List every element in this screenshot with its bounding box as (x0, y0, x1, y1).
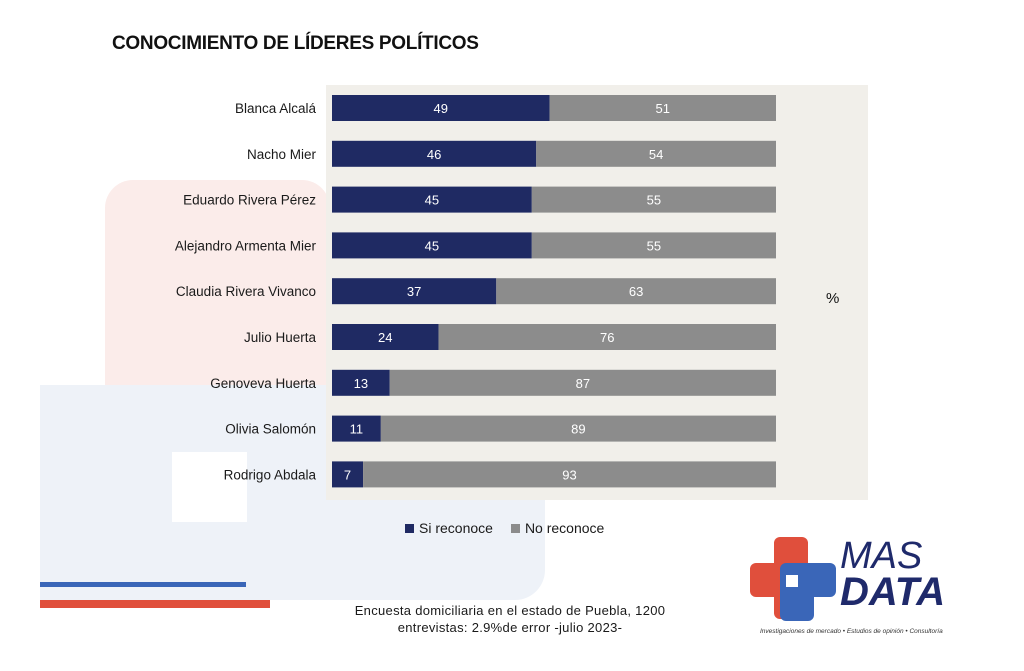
bar-si-reconoce (332, 324, 439, 350)
category-label: Rodrigo Abdala (224, 467, 317, 482)
legend-label-no-reconoce: No reconoce (524, 520, 605, 536)
legend-swatch-no-reconoce (510, 523, 520, 533)
legend-item-no-reconoce: No reconoce (510, 520, 605, 536)
legend: Si reconoce No reconoce (405, 520, 604, 536)
bar-si-reconoce (332, 186, 532, 213)
data-label: 54 (649, 147, 663, 162)
data-label: 76 (600, 330, 614, 345)
bar-no-reconoce (438, 324, 776, 350)
data-label: 11 (350, 422, 364, 437)
footnote: Encuesta domiciliaria en el estado de Pu… (300, 602, 720, 636)
logo-data-text: DATA (840, 570, 946, 614)
bg-decor-blue-line (40, 582, 246, 587)
legend-swatch-reconoce (405, 523, 414, 533)
category-label: Olivia Salomón (225, 422, 316, 437)
bar-si-reconoce (332, 461, 364, 488)
data-label: 24 (378, 330, 392, 345)
data-label: 46 (427, 147, 441, 162)
logo-mas-text: MAS (840, 535, 923, 577)
category-label: Claudia Rivera Vivanco (176, 284, 316, 299)
bar-no-reconoce (389, 369, 776, 396)
bar-si-reconoce (332, 95, 550, 121)
data-label: 87 (576, 376, 590, 391)
data-label: 63 (629, 284, 643, 299)
category-label: Blanca Alcalá (235, 101, 317, 116)
bar-no-reconoce (363, 461, 776, 488)
bar-si-reconoce (332, 369, 390, 396)
logo-cross-icon (750, 537, 836, 621)
category-label: Julio Huerta (244, 330, 317, 345)
bar-no-reconoce (531, 186, 776, 213)
data-label: 45 (425, 193, 439, 208)
category-label: Alejandro Armenta Mier (175, 238, 317, 253)
bar-no-reconoce (536, 140, 776, 167)
bar-si-reconoce (332, 232, 532, 259)
data-label: 45 (425, 238, 439, 253)
data-label: 93 (562, 467, 576, 482)
bar-no-reconoce (380, 415, 776, 442)
bar-si-reconoce (332, 140, 537, 167)
bar-si-reconoce (332, 415, 381, 442)
data-label: 51 (656, 101, 670, 116)
category-label: Nacho Mier (247, 147, 317, 162)
data-label: 13 (354, 376, 368, 391)
legend-label-reconoce: Si reconoce (419, 520, 493, 536)
footnote-line-1: Encuesta domiciliaria en el estado de Pu… (354, 603, 666, 618)
bar-no-reconoce (496, 278, 776, 305)
data-label: 7 (344, 467, 351, 482)
unit-label: % (826, 290, 840, 307)
data-label: 37 (407, 284, 421, 299)
data-label: 55 (647, 238, 661, 253)
footnote-line-2: entrevistas: 2.9%de error -julio 2023- (397, 620, 623, 635)
data-label: 89 (571, 422, 585, 437)
bar-no-reconoce (549, 95, 776, 121)
legend-item-reconoce: Si reconoce (405, 520, 493, 536)
bar-no-reconoce (531, 232, 776, 259)
logo-tagline: Investigaciones de mercado • Estudios de… (760, 628, 943, 635)
category-label: Genoveva Huerta (210, 376, 316, 391)
category-label: Eduardo Rivera Pérez (183, 193, 316, 208)
logo-wordmark: MAS DATA (840, 535, 946, 614)
data-label: 49 (434, 101, 448, 116)
bar-si-reconoce (332, 278, 497, 305)
bg-decor-red-line (40, 600, 270, 608)
chart-title: CONOCIMIENTO DE LÍDERES POLÍTICOS (112, 33, 479, 54)
data-label: 55 (647, 193, 661, 208)
bg-decor-white-square (172, 452, 247, 522)
